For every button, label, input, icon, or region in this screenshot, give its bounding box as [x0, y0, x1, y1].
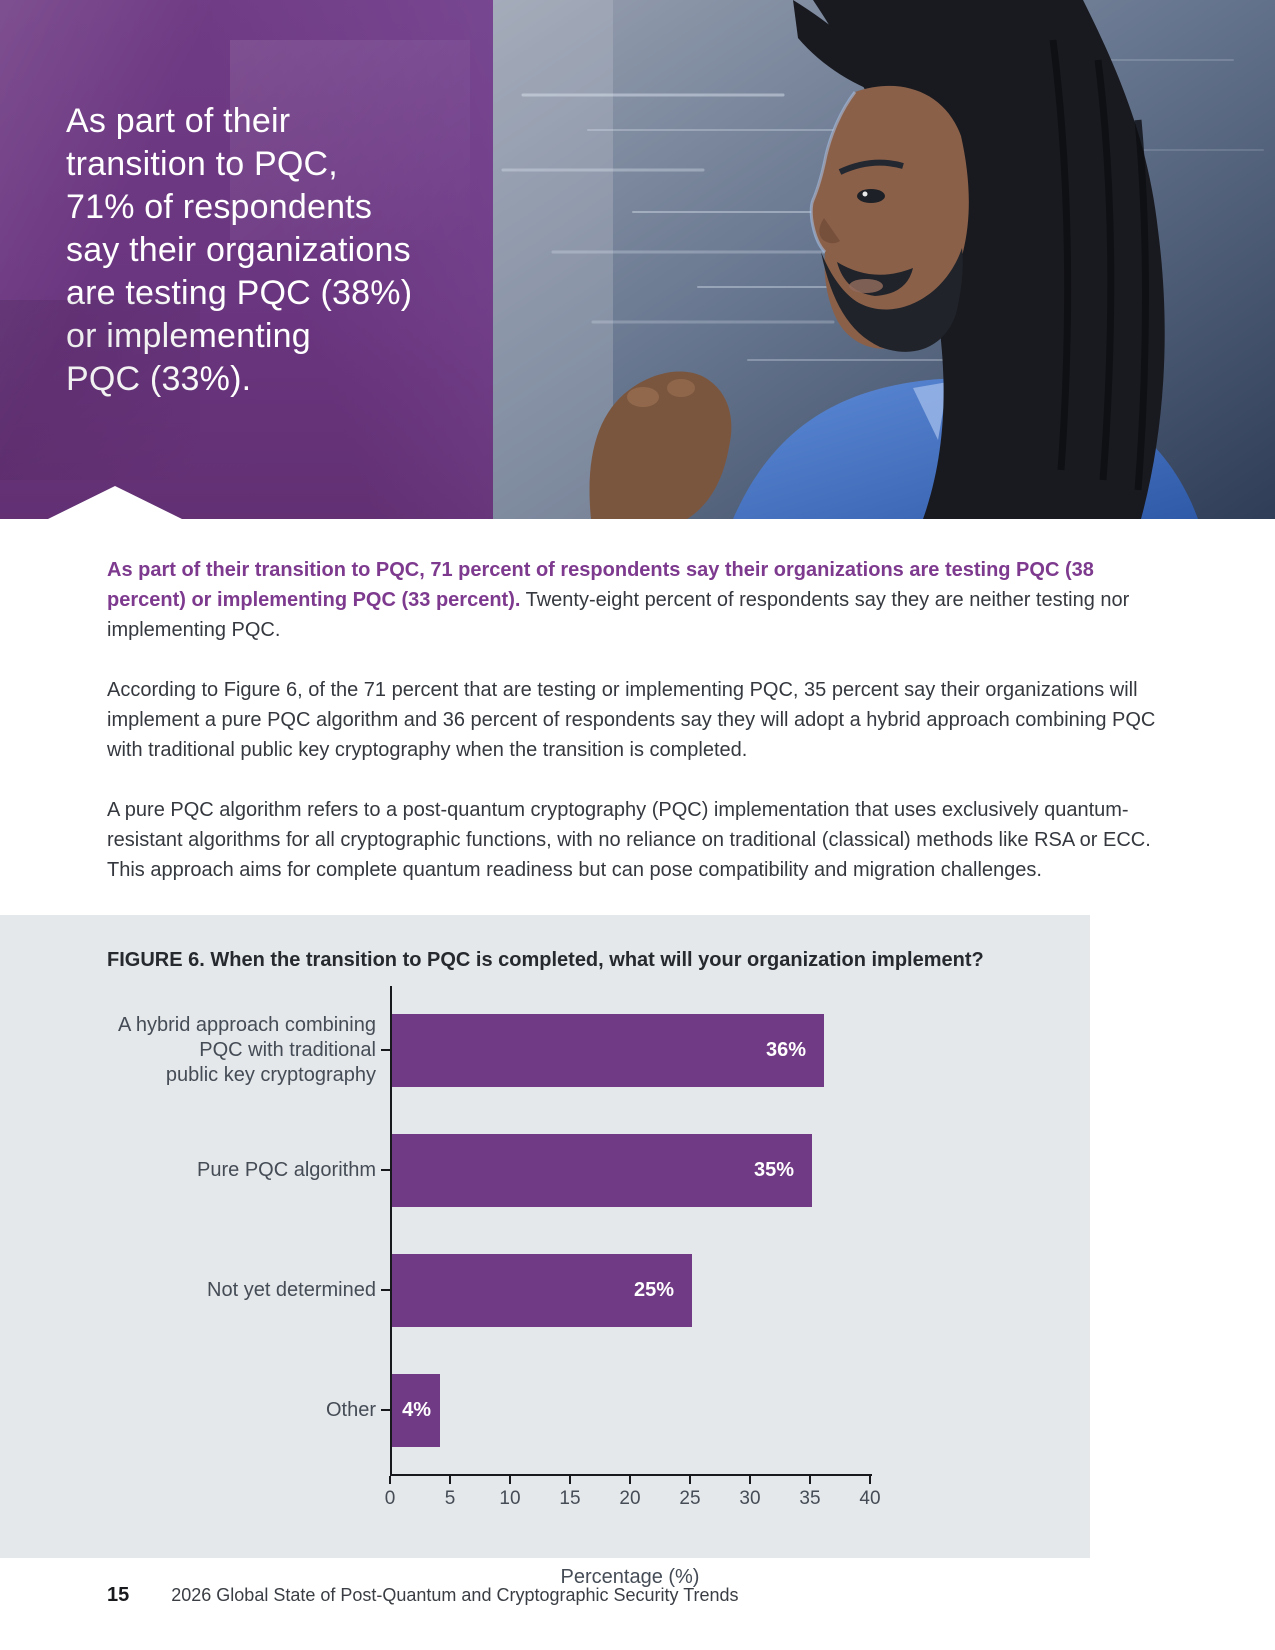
- x-axis-tick-label: 40: [859, 1488, 881, 1509]
- x-axis-tick-mark: [869, 1476, 871, 1484]
- category-row: A hybrid approach combining PQC with tra…: [107, 990, 390, 1110]
- x-axis-tick-label: 15: [559, 1488, 581, 1509]
- bar-row-hybrid: 36%: [381, 990, 872, 1110]
- y-axis-tick: [381, 1049, 390, 1051]
- y-axis-tick: [381, 1409, 390, 1411]
- bar-value-label: 25%: [633, 1278, 674, 1301]
- bar-value-label: 4%: [402, 1398, 431, 1421]
- category-label-pure-pqc: Pure PQC algorithm: [197, 1158, 376, 1181]
- chart-plot: 36% 35% 25% 4%: [381, 986, 872, 1476]
- x-axis-tick-label: 0: [384, 1488, 396, 1509]
- bar-pure-pqc: 35%: [392, 1133, 812, 1207]
- category-row: Not yet determined: [107, 1230, 390, 1350]
- hero-purple-panel: As part of their transition to PQC, 71% …: [0, 0, 493, 519]
- category-row: Pure PQC algorithm: [107, 1110, 390, 1230]
- bar-not-determined: 25%: [392, 1253, 692, 1327]
- bar-hybrid: 36%: [392, 1013, 824, 1087]
- x-axis-ticks: 0 5 10 15 20 25 30 35 40: [385, 1476, 881, 1522]
- y-axis-tick: [381, 1169, 390, 1171]
- x-axis-tick-label: 35: [799, 1488, 821, 1509]
- x-axis-tick-mark: [509, 1476, 511, 1484]
- y-axis-tick: [381, 1289, 390, 1291]
- figure-6-panel: FIGURE 6. When the transition to PQC is …: [0, 915, 1090, 1588]
- footer-report-title: 2026 Global State of Post-Quantum and Cr…: [171, 1585, 739, 1605]
- x-axis-tick-mark: [569, 1476, 571, 1484]
- x-axis-tick-mark: [449, 1476, 451, 1484]
- x-axis-tick-mark: [629, 1476, 631, 1484]
- bar-row-pure-pqc: 35%: [381, 1110, 872, 1230]
- paragraph-3: A pure PQC algorithm refers to a post-qu…: [107, 799, 1151, 881]
- x-axis-tick-label: 10: [499, 1488, 521, 1509]
- x-axis-tick-label: 20: [619, 1488, 641, 1509]
- category-label-not-determined: Not yet determined: [207, 1278, 376, 1301]
- bar-other: 4%: [392, 1373, 440, 1447]
- figure-title: FIGURE 6. When the transition to PQC is …: [107, 949, 984, 971]
- bar-row-other: 4%: [381, 1350, 872, 1470]
- x-axis-tick-label: 30: [739, 1488, 761, 1509]
- category-label-hybrid: A hybrid approach combining PQC with tra…: [118, 1013, 376, 1086]
- figure-6-bar-chart: A hybrid approach combining PQC with tra…: [107, 986, 1090, 1589]
- x-axis-tick-mark: [749, 1476, 751, 1484]
- x-axis-tick-mark: [809, 1476, 811, 1484]
- paragraph-1: As part of their transition to PQC, 71 p…: [107, 555, 1171, 645]
- hero-photo: [493, 0, 1275, 519]
- chart-category-labels: A hybrid approach combining PQC with tra…: [107, 986, 390, 1589]
- hero-banner: As part of their transition to PQC, 71% …: [0, 0, 1275, 519]
- category-row: Other: [107, 1350, 390, 1470]
- bar-value-label: 36%: [765, 1038, 806, 1061]
- body-copy: As part of their transition to PQC, 71 p…: [107, 555, 1171, 885]
- bar-row-not-determined: 25%: [381, 1230, 872, 1350]
- chart-plot-area: 36% 35% 25% 4% 0 5 10 15 20 25 30 35 40: [381, 986, 890, 1589]
- paragraph-1-rest: Twenty-eight percent of respondents say …: [107, 589, 1130, 641]
- paragraph-1-bold-lead: As part of their transition to PQC, 71 p…: [107, 559, 1094, 611]
- category-label-other: Other: [325, 1398, 376, 1421]
- x-axis-title: Percentage (%): [560, 1566, 700, 1588]
- hero-notch-decoration: [48, 486, 182, 519]
- x-axis-tick-label: 5: [444, 1488, 456, 1509]
- paragraph-2: According to Figure 6, of the 71 percent…: [107, 679, 1156, 761]
- page-number: 15: [107, 1584, 130, 1606]
- x-axis-tick-mark: [389, 1476, 391, 1484]
- x-axis-tick-mark: [689, 1476, 691, 1484]
- hero-photo-illustration: [493, 0, 1275, 519]
- bar-value-label: 35%: [753, 1158, 794, 1181]
- page-footer: 15 2026 Global State of Post-Quantum and…: [107, 1584, 1275, 1607]
- hero-headline: As part of their transition to PQC, 71% …: [66, 102, 413, 398]
- x-axis-tick-label: 25: [679, 1488, 701, 1509]
